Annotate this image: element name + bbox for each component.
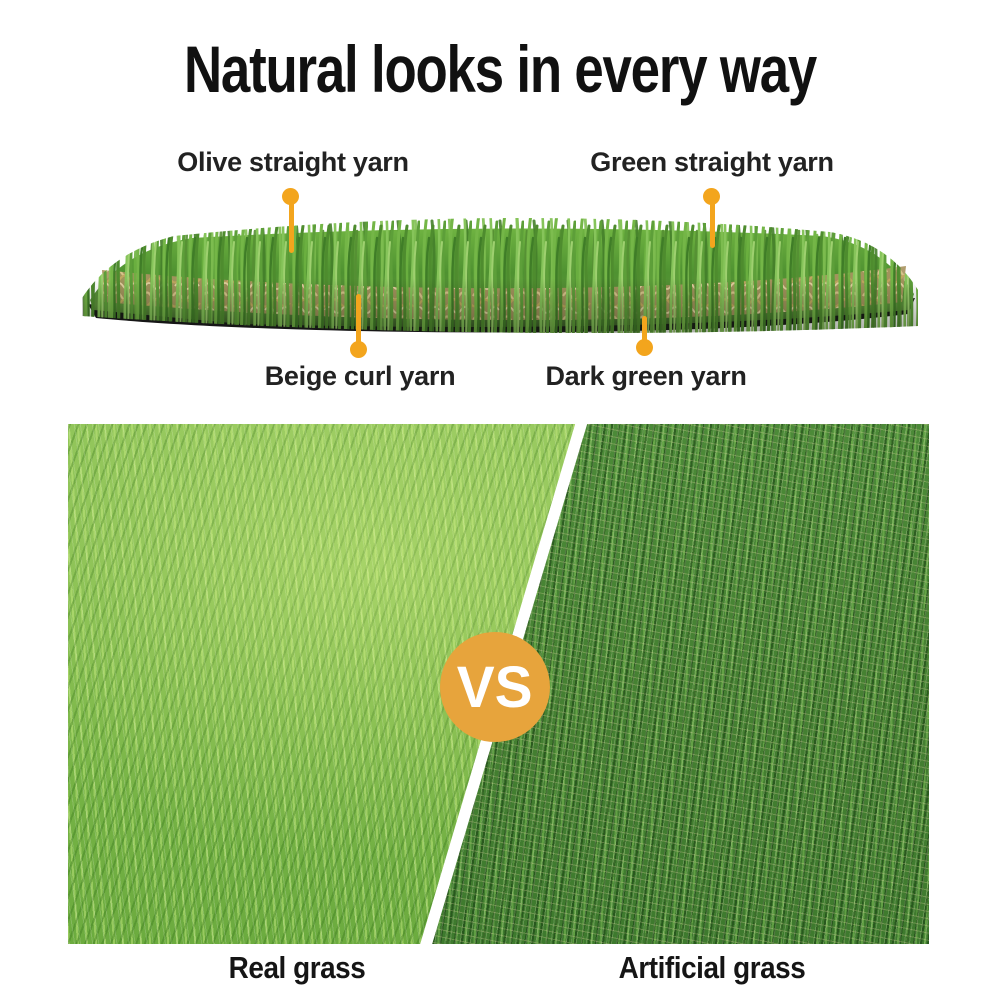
callout-label-dark-green-yarn: Dark green yarn bbox=[545, 361, 747, 391]
comparison-image: VS bbox=[68, 424, 929, 944]
callout-line-dark-green bbox=[642, 316, 647, 348]
callout-dot-beige-curl bbox=[350, 341, 367, 358]
callout-line-beige-curl bbox=[356, 294, 361, 349]
callout-dot-dark-green bbox=[636, 339, 653, 356]
callout-dot-green-straight bbox=[703, 188, 720, 205]
callout-dot-olive bbox=[282, 188, 299, 205]
page-title: Natural looks in every way bbox=[0, 36, 1000, 102]
callout-line-green-straight bbox=[710, 197, 715, 248]
callout-label-beige-curl-yarn: Beige curl yarn bbox=[264, 361, 456, 391]
callout-line-olive bbox=[289, 196, 294, 253]
caption-artificial-grass: Artificial grass bbox=[608, 950, 815, 986]
callout-label-olive-straight-yarn: Olive straight yarn bbox=[177, 147, 409, 177]
caption-real-grass-text: Real grass bbox=[228, 950, 366, 985]
page-title-text: Natural looks in every way bbox=[183, 32, 817, 106]
vs-badge: VS bbox=[440, 632, 550, 742]
caption-real-grass: Real grass bbox=[221, 950, 373, 986]
turf-blades-layer bbox=[82, 217, 918, 334]
turf-cross-section-image bbox=[82, 217, 918, 334]
caption-artificial-grass-text: Artificial grass bbox=[618, 950, 806, 985]
callout-label-green-straight-yarn: Green straight yarn bbox=[590, 147, 834, 177]
vs-label: VS bbox=[457, 654, 533, 720]
